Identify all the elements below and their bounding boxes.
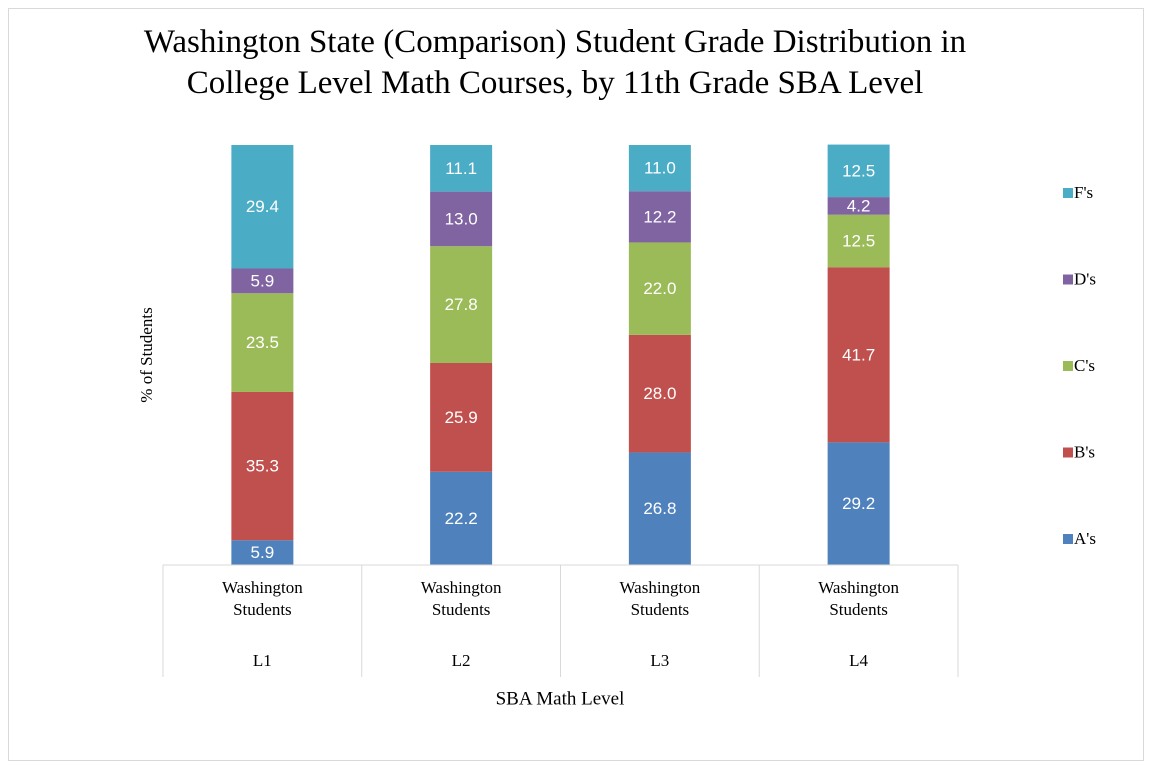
data-label: 22.2: [445, 509, 478, 528]
data-label: 35.3: [246, 457, 279, 476]
data-label: 12.5: [842, 231, 875, 250]
legend-label: C's: [1074, 356, 1095, 375]
x-tick-label: Washington Students: [420, 578, 502, 619]
legend-swatch: [1063, 361, 1073, 371]
bar-segment: [231, 540, 294, 565]
data-label: 22.0: [643, 279, 676, 298]
bar-segment: [430, 145, 493, 192]
data-label: 27.8: [445, 295, 478, 314]
bar-segment: [827, 442, 890, 565]
data-label: 25.9: [445, 408, 478, 427]
data-label: 12.2: [643, 207, 676, 226]
bar-segment: [430, 191, 493, 247]
x-tick-label: Washington Students: [818, 578, 900, 619]
x-axis-label: SBA Math Level: [496, 688, 625, 709]
bar-segment: [231, 391, 294, 541]
bar-segment: [628, 452, 691, 565]
bar-segment: [231, 145, 294, 269]
y-axis-label: % of Students: [137, 307, 156, 402]
legend-swatch: [1063, 274, 1073, 285]
bar-segment: [827, 197, 890, 215]
bar-segment: [430, 471, 493, 565]
bar-segment: [628, 242, 691, 335]
bar-segment: [430, 362, 493, 472]
x-tick-label: Washington Students: [221, 578, 303, 619]
bar-segment: [827, 267, 890, 443]
bar-segment: [430, 246, 493, 363]
legend-label: B's: [1074, 442, 1095, 461]
bar-segment: [231, 268, 294, 294]
data-label: 26.8: [643, 499, 676, 518]
legend-label: F's: [1074, 183, 1093, 202]
data-label: 11.0: [644, 159, 676, 178]
data-label: 13.0: [445, 209, 478, 228]
data-label: 11.1: [445, 159, 477, 178]
bar-segment: [231, 293, 294, 392]
legend-swatch: [1063, 188, 1073, 198]
data-label: 41.7: [842, 345, 875, 364]
bar-segment: [827, 214, 890, 268]
chart-border: [8, 8, 1144, 761]
bar-segment: [628, 145, 691, 192]
data-label: 28.0: [643, 384, 676, 403]
data-label: 23.5: [246, 333, 279, 352]
bar-segment: [628, 334, 691, 453]
bar-segment: [628, 191, 691, 243]
data-label: 4.2: [847, 196, 871, 215]
data-label: 29.4: [246, 197, 279, 216]
data-label: 5.9: [251, 271, 275, 290]
group-label: L4: [849, 651, 869, 670]
data-label: 5.9: [251, 543, 275, 562]
legend-swatch: [1063, 534, 1073, 544]
bar-segment: [827, 144, 890, 198]
group-label: L2: [451, 651, 471, 670]
legend-swatch: [1063, 447, 1073, 458]
x-tick-label: Washington Students: [619, 578, 701, 619]
legend-label: A's: [1074, 529, 1096, 548]
group-label: L3: [650, 651, 670, 670]
chart-title: Washington State (Comparison) Student Gr…: [143, 24, 967, 101]
data-label: 29.2: [842, 494, 875, 513]
legend-label: D's: [1074, 269, 1096, 288]
data-label: 12.5: [842, 161, 875, 180]
group-label: L1: [252, 651, 272, 670]
